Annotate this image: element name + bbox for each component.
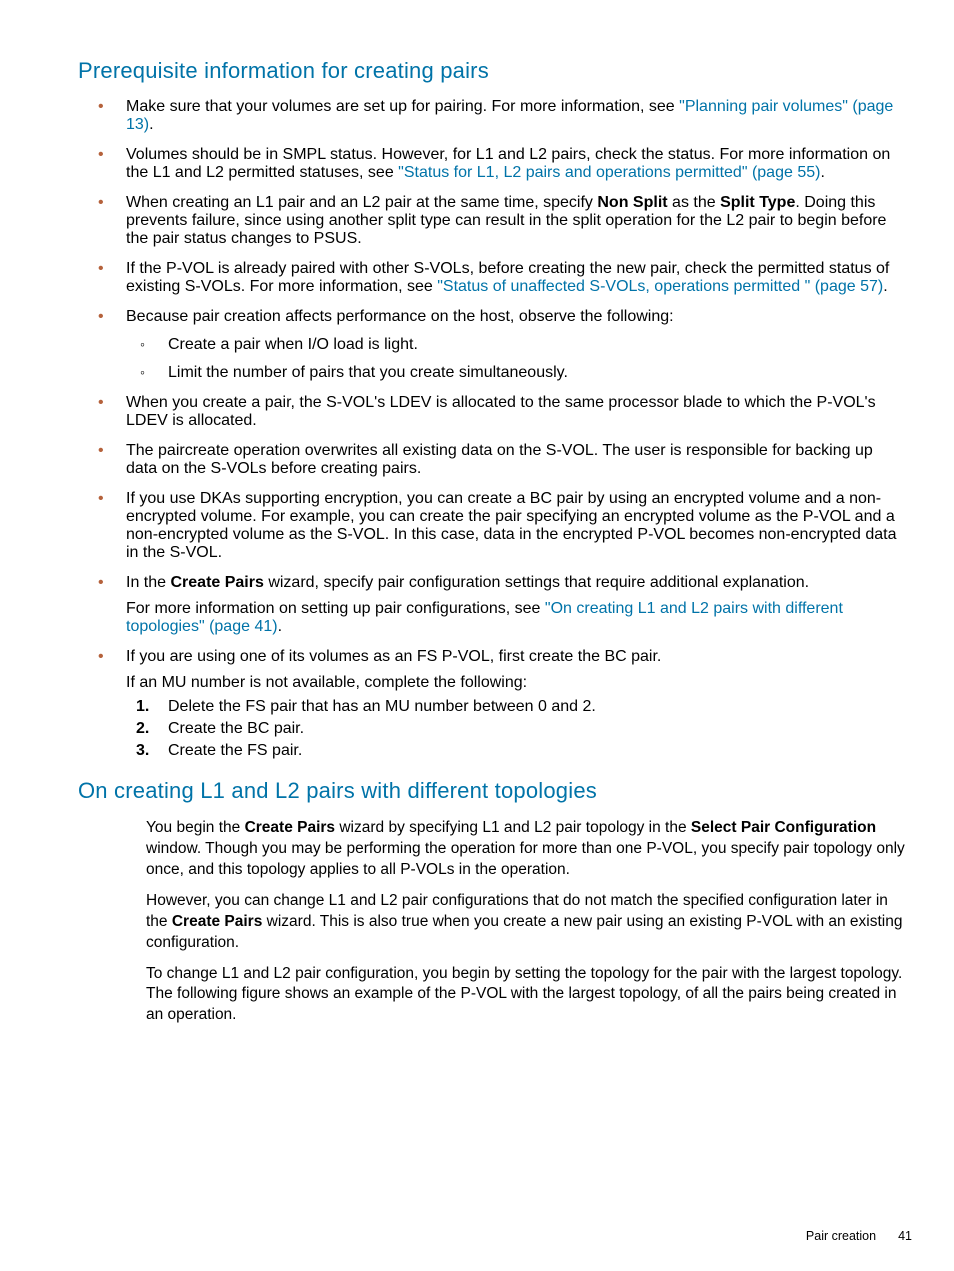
list-item: The paircreate operation overwrites all … — [126, 442, 918, 478]
list-item: Because pair creation affects performanc… — [126, 308, 918, 382]
text: Create the BC pair. — [168, 720, 304, 737]
text: In the — [126, 574, 170, 591]
bold-create-pairs: Create Pairs — [172, 913, 262, 930]
text: . — [883, 278, 887, 295]
text: . — [820, 164, 824, 181]
paragraph: You begin the Create Pairs wizard by spe… — [146, 818, 918, 881]
list-item: 2.Create the BC pair. — [168, 720, 908, 738]
step-number: 1. — [136, 698, 149, 716]
list-item: If you use DKAs supporting encryption, y… — [126, 490, 918, 562]
footer-page-number: 41 — [898, 1229, 912, 1243]
text: When creating an L1 pair and an L2 pair … — [126, 194, 597, 211]
link-status-unaffected-svols[interactable]: "Status of unaffected S-VOLs, operations… — [437, 278, 883, 295]
step-number: 2. — [136, 720, 149, 738]
bold-create-pairs: Create Pairs — [245, 819, 335, 836]
text: For more information on setting up pair … — [126, 600, 545, 617]
text: Delete the FS pair that has an MU number… — [168, 698, 596, 715]
text: You begin the — [146, 819, 245, 836]
sub-paragraph: If an MU number is not available, comple… — [126, 674, 908, 692]
text: If you are using one of its volumes as a… — [126, 648, 661, 665]
list-item: 1.Delete the FS pair that has an MU numb… — [168, 698, 908, 716]
bold-select-pair-config: Select Pair Configuration — [691, 819, 876, 836]
text: Create the FS pair. — [168, 742, 302, 759]
link-status-l1-l2[interactable]: "Status for L1, L2 pairs and operations … — [398, 164, 820, 181]
list-item: Volumes should be in SMPL status. Howeve… — [126, 146, 918, 182]
list-item: When you create a pair, the S-VOL's LDEV… — [126, 394, 918, 430]
list-item: 3.Create the FS pair. — [168, 742, 908, 760]
sub-paragraph: For more information on setting up pair … — [126, 600, 908, 636]
list-item: If you are using one of its volumes as a… — [126, 648, 918, 760]
paragraph: However, you can change L1 and L2 pair c… — [146, 891, 918, 954]
section-heading-prereq: Prerequisite information for creating pa… — [78, 58, 918, 84]
text: wizard by specifying L1 and L2 pair topo… — [335, 819, 691, 836]
text: window. Though you may be performing the… — [146, 840, 905, 878]
bold-create-pairs: Create Pairs — [170, 574, 263, 591]
list-item: In the Create Pairs wizard, specify pair… — [126, 574, 918, 636]
text: wizard, specify pair configuration setti… — [264, 574, 809, 591]
text: Because pair creation affects performanc… — [126, 308, 674, 325]
bold-non-split: Non Split — [597, 194, 667, 211]
text: . — [278, 618, 282, 635]
list-item: When creating an L1 pair and an L2 pair … — [126, 194, 918, 248]
bold-split-type: Split Type — [720, 194, 795, 211]
step-number: 3. — [136, 742, 149, 760]
list-item: Create a pair when I/O load is light. — [168, 336, 908, 354]
paragraph: To change L1 and L2 pair configuration, … — [146, 964, 918, 1027]
page-footer: Pair creation 41 — [806, 1229, 912, 1243]
list-item: If the P-VOL is already paired with othe… — [126, 260, 918, 296]
list-item: Limit the number of pairs that you creat… — [168, 364, 908, 382]
list-item: Make sure that your volumes are set up f… — [126, 98, 918, 134]
text: Make sure that your volumes are set up f… — [126, 98, 679, 115]
text: as the — [668, 194, 720, 211]
footer-label: Pair creation — [806, 1229, 876, 1243]
text: . — [149, 116, 153, 133]
sub-list: Create a pair when I/O load is light. Li… — [126, 336, 908, 382]
section-heading-topologies: On creating L1 and L2 pairs with differe… — [78, 778, 918, 804]
prereq-list: Make sure that your volumes are set up f… — [78, 98, 918, 760]
numbered-list: 1. Delete the FS pair that has an MU numb… — [126, 698, 908, 760]
